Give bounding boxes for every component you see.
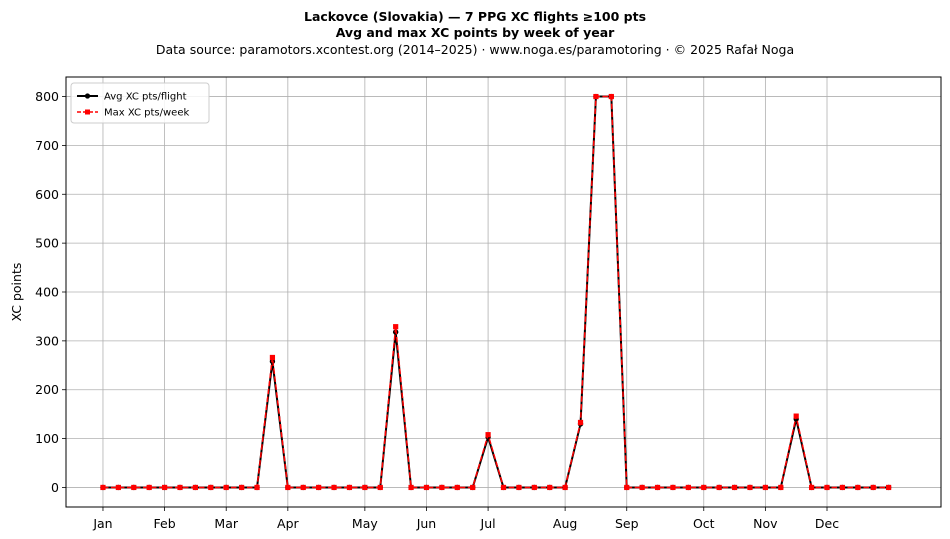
max-point [608, 93, 614, 100]
max-point [654, 484, 661, 491]
max-point [716, 484, 722, 491]
legend-label: Avg XC pts/flight [104, 92, 187, 103]
max-point [593, 93, 599, 100]
y-tick-label: 800 [35, 89, 59, 104]
max-point [808, 484, 815, 491]
max-point [562, 484, 568, 491]
max-point [762, 484, 768, 491]
max-point [500, 484, 507, 491]
y-tick-label: 100 [35, 431, 59, 446]
max-point [547, 484, 553, 491]
max-point [577, 419, 584, 426]
max-point [485, 432, 491, 438]
x-tick-label: Aug [553, 516, 577, 531]
max-point [316, 484, 322, 491]
max-point [115, 484, 121, 491]
x-tick-label: Mar [214, 516, 238, 531]
max-point [269, 354, 276, 361]
x-tick-label: Oct [693, 516, 715, 531]
max-point [470, 484, 476, 491]
source-line: Data source: paramotors.xcontest.org (20… [155, 42, 795, 57]
max-point [516, 484, 522, 491]
max-point [346, 484, 353, 491]
max-point [131, 484, 137, 491]
max-point [531, 484, 537, 491]
max-point [870, 484, 876, 491]
max-point [331, 484, 337, 491]
max-point [161, 484, 168, 491]
max-point [393, 324, 399, 330]
y-tick-label: 0 [51, 480, 59, 495]
series-layer [100, 93, 892, 491]
max-point [377, 484, 383, 491]
y-tick-label: 200 [35, 382, 59, 397]
max-point [793, 413, 799, 419]
max-point [192, 484, 199, 491]
x-tick-label: Nov [753, 516, 778, 531]
max-point [146, 484, 152, 491]
legend-label: Max XC pts/week [104, 108, 189, 119]
max-point [239, 484, 245, 491]
max-point [731, 484, 738, 491]
max-point [624, 484, 630, 491]
x-tick-label: Jun [416, 516, 437, 531]
y-tick-label: 400 [35, 285, 59, 300]
chart-title: Lackovce (Slovakia) — 7 PPG XC flights ≥… [303, 9, 647, 24]
max-point [824, 484, 830, 491]
y-tick-label: 300 [35, 333, 59, 348]
x-tick-label: Feb [154, 516, 176, 531]
series-line-max [102, 95, 889, 489]
x-tick-label: Sep [615, 516, 639, 531]
x-tick-label: Apr [277, 516, 299, 531]
max-point [285, 484, 291, 491]
max-point [208, 484, 214, 491]
max-point [454, 484, 460, 491]
max-point [778, 484, 784, 491]
legend: Avg XC pts/flight Max XC pts/week [70, 82, 210, 124]
max-point [639, 484, 645, 491]
max-point [839, 484, 846, 491]
legend-marker [84, 93, 91, 99]
max-point [100, 484, 106, 491]
axes: 0 100 200 300 400 500 600 700 800 Jan Feb Mar Apr May… [35, 89, 839, 531]
max-point [177, 484, 183, 491]
max-point [685, 484, 691, 491]
max-point [747, 484, 753, 491]
max-point [254, 484, 260, 491]
y-tick-label: 600 [35, 187, 59, 202]
chart-subtitle: Avg and max XC points by week of year [335, 25, 615, 40]
max-point [423, 484, 430, 491]
y-tick-label: 500 [35, 236, 59, 251]
max-point [300, 484, 306, 491]
max-point [362, 484, 368, 491]
x-tick-label: Dec [815, 516, 839, 531]
legend-box [70, 82, 210, 124]
max-point [670, 484, 676, 491]
max-point [701, 484, 707, 491]
y-axis-label: XC points [9, 263, 24, 322]
x-tick-label: Jan [92, 516, 112, 531]
legend-marker [85, 109, 90, 115]
max-point [886, 484, 892, 491]
x-tick-label: May [352, 516, 378, 531]
y-tick-label: 700 [35, 138, 59, 153]
max-point [408, 484, 414, 491]
max-point [855, 484, 861, 491]
x-tick-label: Jul [480, 516, 496, 531]
max-point [439, 484, 445, 491]
grid-lines [66, 77, 941, 507]
max-point [223, 484, 229, 491]
